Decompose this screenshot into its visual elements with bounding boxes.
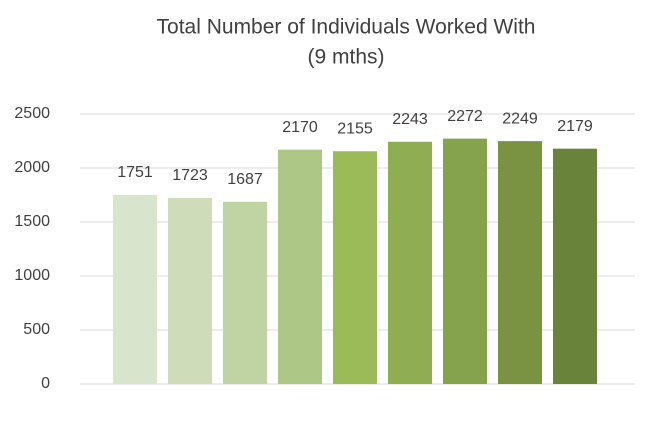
bar <box>168 197 212 384</box>
y-tick-label: 2000 <box>14 159 50 176</box>
data-label: 2170 <box>282 119 318 136</box>
y-tick-label: 0 <box>41 375 50 392</box>
data-label: 2155 <box>337 120 373 137</box>
data-label: 2179 <box>557 118 593 135</box>
bar <box>498 141 542 384</box>
data-label: 1687 <box>227 171 263 188</box>
chart-title: Total Number of Individuals Worked With <box>157 16 536 39</box>
data-label: 2243 <box>392 111 428 128</box>
data-label: 1723 <box>172 167 208 184</box>
y-tick-label: 1500 <box>14 213 50 230</box>
y-tick-label: 1000 <box>14 267 50 284</box>
bar <box>553 148 597 384</box>
y-tick-label: 2500 <box>14 105 50 122</box>
y-tick-label: 500 <box>23 321 50 338</box>
bar <box>333 151 377 384</box>
bar <box>388 141 432 384</box>
data-label: 2272 <box>447 108 483 125</box>
data-label: 2249 <box>502 110 538 127</box>
chart-title: (9 mths) <box>307 46 384 69</box>
bar <box>223 201 267 384</box>
data-label: 1751 <box>117 164 153 181</box>
bar <box>443 138 487 384</box>
bar <box>278 149 322 384</box>
bar <box>113 194 157 384</box>
